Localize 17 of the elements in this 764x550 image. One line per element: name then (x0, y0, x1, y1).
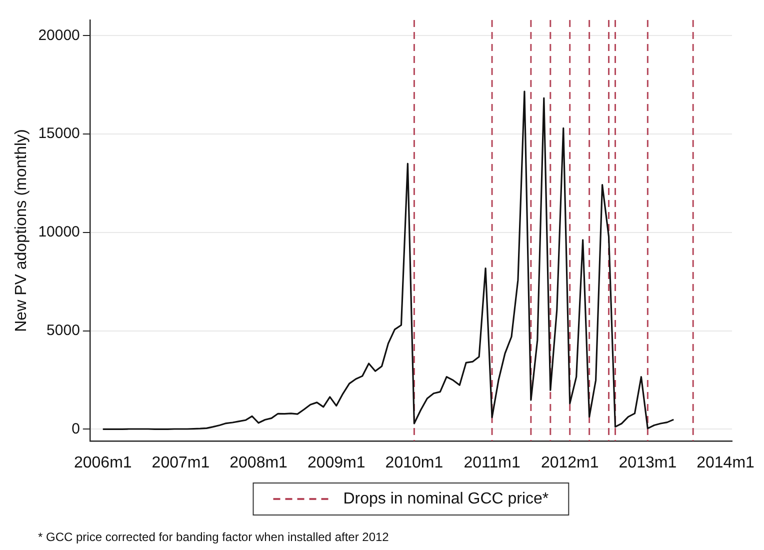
x-tick-label: 2006m1 (74, 454, 132, 472)
x-tick-label: 2013m1 (618, 454, 677, 472)
legend-label: Drops in nominal GCC price* (343, 490, 549, 508)
y-tick-label: 0 (72, 420, 80, 438)
x-tick-label: 2012m1 (540, 454, 599, 472)
x-tick-label: 2010m1 (385, 454, 444, 472)
y-tick-label: 15000 (38, 125, 80, 142)
x-tick-label: 2011m1 (464, 454, 520, 472)
y-tick-label: 5000 (46, 322, 80, 339)
y-tick-label: 20000 (38, 26, 80, 44)
y-tick-label: 10000 (38, 224, 80, 241)
x-tick-label: 2007m1 (152, 454, 210, 472)
x-tick-label: 2008m1 (230, 454, 288, 472)
x-tick-label: 2009m1 (307, 454, 366, 472)
x-tick-label: 2014m1 (696, 454, 755, 472)
text: * GCC price corrected for banding factor when installed after 2012 (38, 530, 390, 544)
y-axis-title: New PV adoptions (monthly) (13, 129, 30, 332)
